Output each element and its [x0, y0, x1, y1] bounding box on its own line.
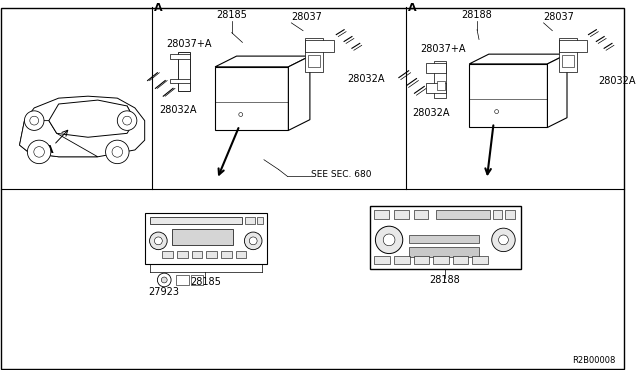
Bar [394, 209, 408, 219]
Text: 28032A: 28032A [159, 105, 197, 115]
Text: 28185: 28185 [190, 277, 221, 287]
Polygon shape [20, 121, 98, 157]
Circle shape [150, 232, 167, 250]
Polygon shape [20, 96, 145, 157]
Bar [506, 209, 515, 219]
Circle shape [117, 111, 137, 131]
Text: 28032A: 28032A [413, 108, 450, 118]
Bar [236, 251, 246, 259]
Circle shape [244, 232, 262, 250]
Bar [176, 275, 189, 285]
Bar [245, 217, 255, 224]
Circle shape [28, 140, 51, 164]
Bar [305, 38, 323, 72]
Text: SEE SEC. 680: SEE SEC. 680 [311, 170, 371, 179]
Circle shape [34, 147, 44, 157]
Bar [170, 78, 189, 83]
Text: R2B00008: R2B00008 [573, 356, 616, 365]
Bar [177, 251, 188, 259]
Text: 28037+A: 28037+A [166, 39, 212, 49]
Circle shape [250, 237, 257, 245]
Polygon shape [289, 56, 310, 131]
Text: A: A [45, 145, 53, 155]
Bar [408, 235, 479, 243]
Bar [191, 275, 204, 285]
Bar [206, 251, 217, 259]
Text: 28037+A: 28037+A [420, 44, 466, 54]
Text: 28188: 28188 [429, 275, 460, 285]
Text: 28185: 28185 [216, 10, 247, 20]
Bar [394, 256, 410, 264]
Text: 28032A: 28032A [598, 77, 636, 86]
Text: 28037: 28037 [291, 12, 322, 22]
Bar [408, 247, 479, 257]
Bar [493, 209, 502, 219]
Text: 28037: 28037 [543, 12, 575, 22]
Circle shape [383, 234, 395, 246]
Bar [559, 38, 577, 72]
Circle shape [239, 113, 243, 116]
Polygon shape [215, 56, 310, 67]
Circle shape [24, 111, 44, 131]
Bar [469, 64, 547, 128]
Bar [426, 83, 446, 93]
Bar [413, 209, 428, 219]
Text: 28032A: 28032A [347, 74, 385, 84]
Bar [150, 217, 243, 224]
Bar [145, 214, 267, 264]
Circle shape [495, 110, 499, 113]
Bar [163, 251, 173, 259]
Circle shape [161, 277, 167, 283]
Bar [437, 81, 445, 90]
Circle shape [112, 147, 123, 157]
Bar [452, 256, 468, 264]
Bar [436, 209, 490, 219]
Circle shape [106, 140, 129, 164]
Circle shape [154, 237, 163, 245]
Bar [426, 63, 446, 73]
Bar [257, 217, 263, 224]
Circle shape [30, 116, 38, 125]
Bar [305, 41, 334, 52]
Bar [413, 256, 429, 264]
Polygon shape [469, 54, 567, 64]
Circle shape [499, 235, 508, 245]
Bar [374, 209, 389, 219]
Bar [170, 54, 189, 59]
Bar [472, 256, 488, 264]
Bar [308, 55, 319, 67]
Polygon shape [547, 54, 567, 128]
Bar [562, 55, 574, 67]
Bar [172, 229, 233, 245]
Circle shape [492, 228, 515, 251]
Polygon shape [49, 100, 135, 137]
Circle shape [376, 226, 403, 254]
Text: 28188: 28188 [461, 10, 492, 20]
Bar [433, 256, 449, 264]
Text: 27923: 27923 [148, 287, 180, 296]
Bar [221, 251, 232, 259]
Circle shape [157, 273, 171, 287]
Bar [434, 61, 446, 98]
Bar [191, 251, 202, 259]
Bar [215, 67, 289, 131]
Polygon shape [178, 52, 189, 91]
Text: A: A [154, 3, 163, 13]
Bar [369, 206, 521, 269]
Bar [559, 41, 586, 52]
Circle shape [123, 116, 131, 125]
Text: A: A [408, 3, 417, 13]
Bar [374, 256, 390, 264]
